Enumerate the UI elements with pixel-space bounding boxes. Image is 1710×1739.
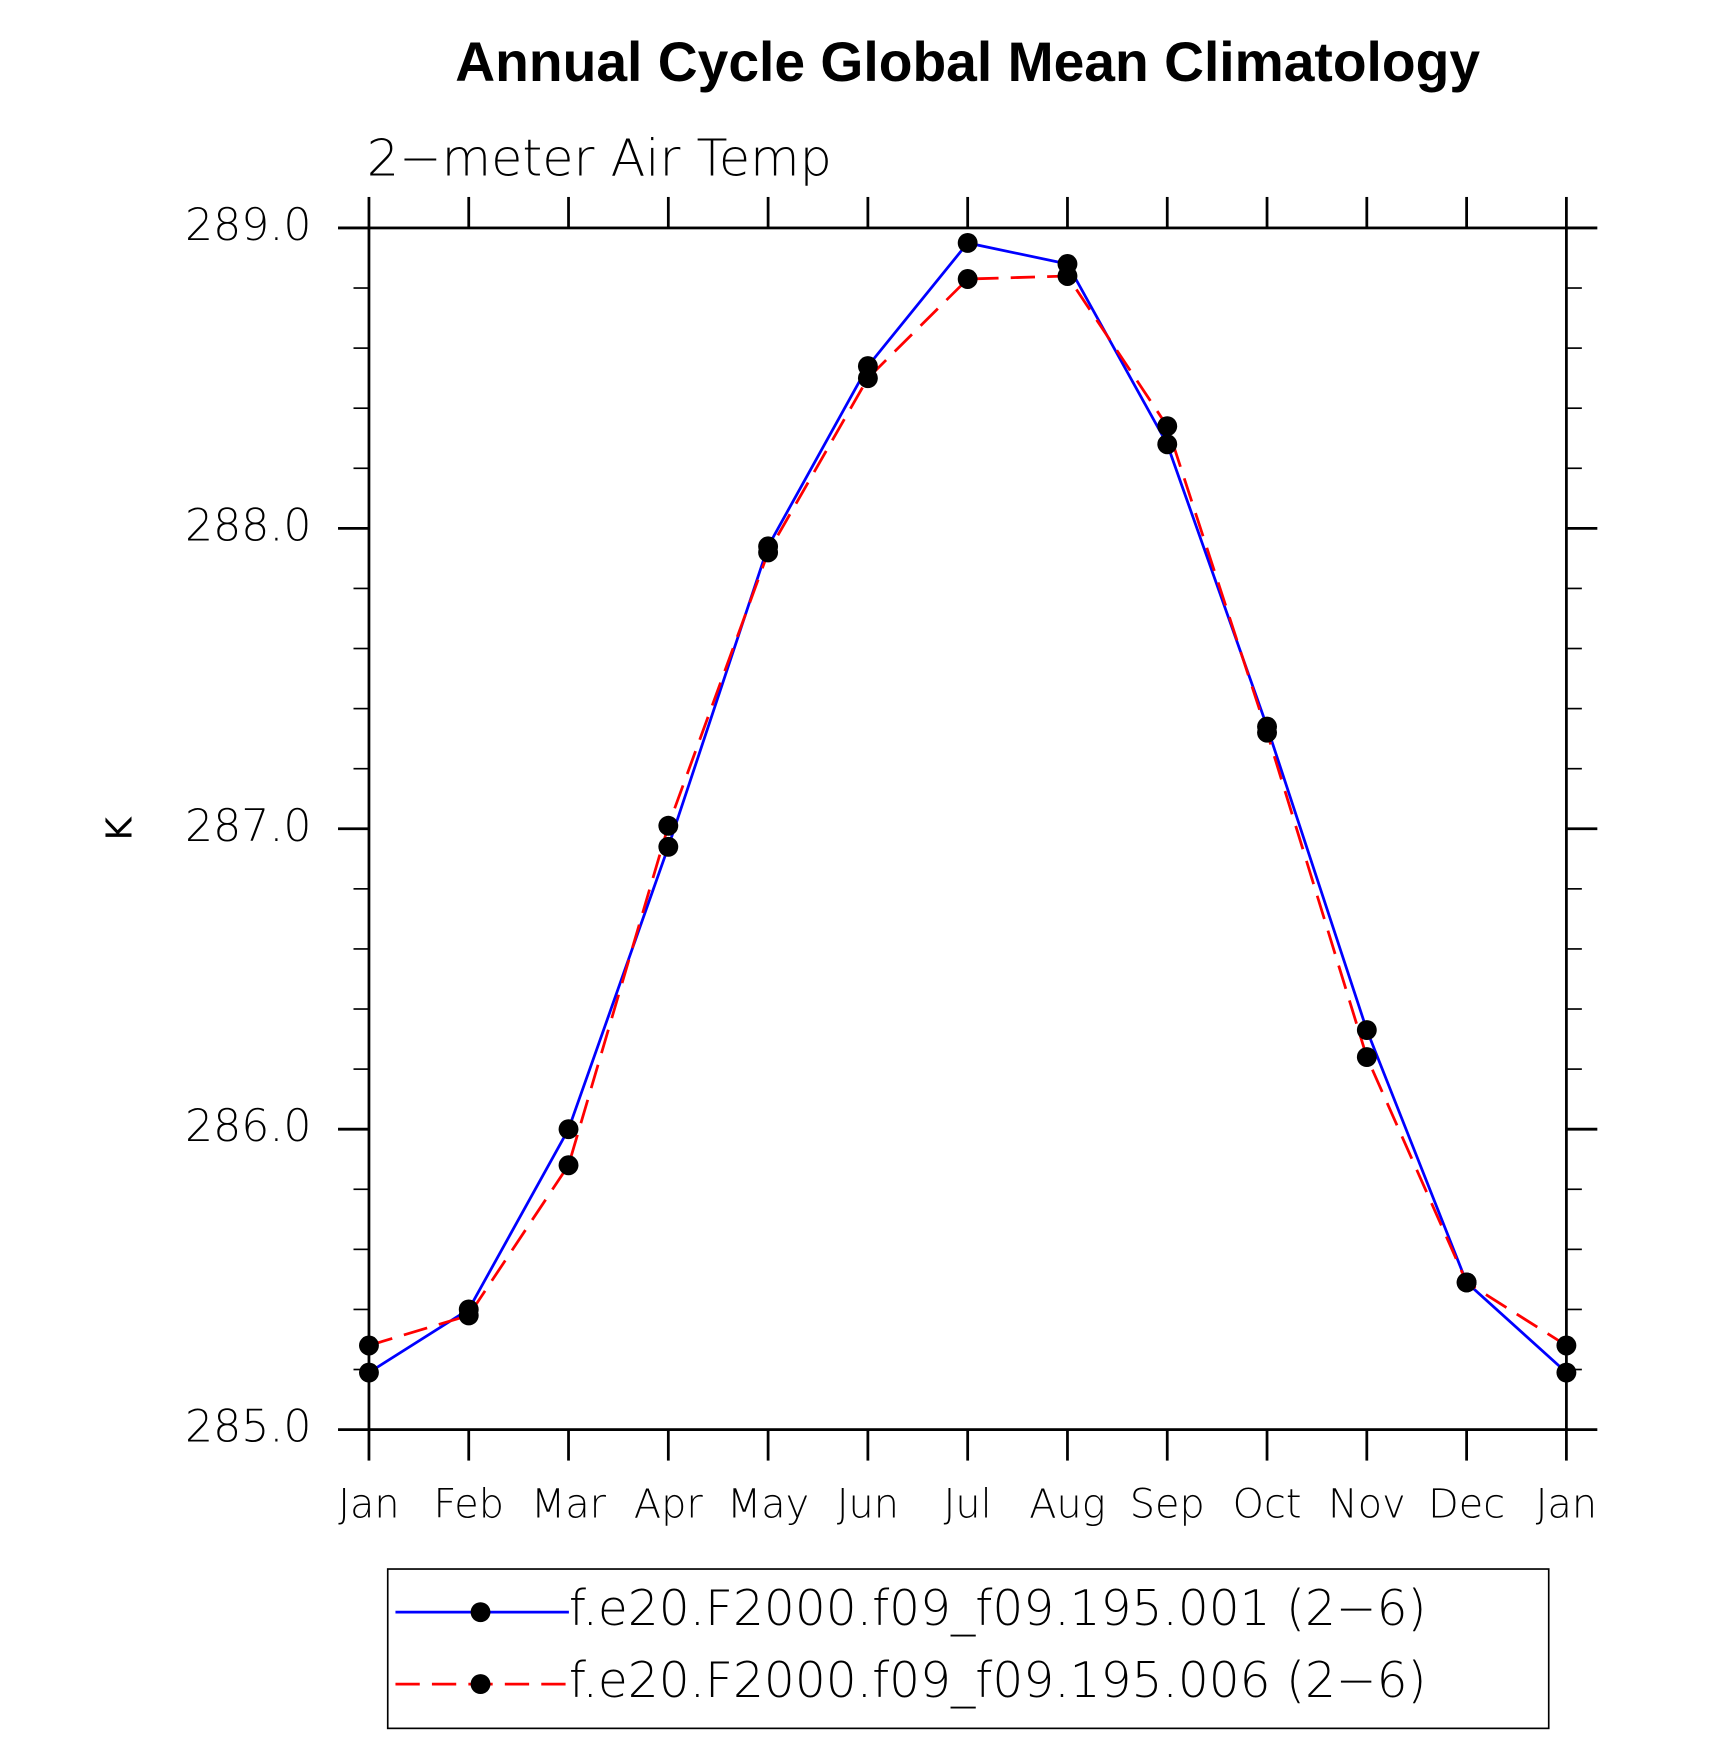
legend-label: f.e20.F2000.f09_f09.195.006 (2−6) bbox=[569, 1653, 1427, 1709]
x-tick-label: May bbox=[727, 1482, 809, 1528]
marker bbox=[1356, 1047, 1377, 1068]
chart-subtitle: 2−meter Air Temp bbox=[367, 129, 832, 188]
y-tick-label: 288.0 bbox=[185, 500, 311, 551]
marker bbox=[558, 1119, 579, 1140]
marker bbox=[1157, 416, 1178, 437]
marker bbox=[359, 1335, 379, 1356]
marker bbox=[1356, 1020, 1377, 1041]
x-tick-label: Jan bbox=[338, 1482, 399, 1528]
y-tick-label: 287.0 bbox=[185, 801, 311, 852]
x-tick-label: Mar bbox=[531, 1482, 607, 1528]
series-line bbox=[368, 274, 1568, 1347]
marker bbox=[957, 269, 978, 289]
marker bbox=[1257, 722, 1277, 743]
marker bbox=[359, 1362, 379, 1383]
x-tick-label: Jul bbox=[944, 1482, 992, 1528]
x-tick-label: Jun bbox=[837, 1482, 899, 1528]
x-tick-label: Apr bbox=[634, 1482, 703, 1528]
x-tick-label: Dec bbox=[1428, 1482, 1505, 1528]
marker bbox=[1157, 434, 1178, 455]
series-line bbox=[368, 241, 1568, 1374]
marker bbox=[1456, 1272, 1477, 1293]
y-tick-label: 286.0 bbox=[185, 1101, 311, 1152]
marker bbox=[1057, 266, 1078, 286]
x-tick-label: Jan bbox=[1536, 1482, 1597, 1528]
x-tick-label: Oct bbox=[1233, 1482, 1302, 1528]
marker bbox=[558, 1155, 579, 1176]
x-tick-label: Feb bbox=[434, 1482, 504, 1528]
marker bbox=[857, 368, 878, 389]
plot-frame bbox=[367, 226, 1568, 1431]
y-tick-label: 285.0 bbox=[185, 1402, 311, 1453]
x-tick-label: Sep bbox=[1130, 1482, 1205, 1528]
legend-box bbox=[386, 1568, 1550, 1730]
y-tick-label: 289.0 bbox=[185, 200, 311, 251]
x-tick-label: Aug bbox=[1029, 1482, 1105, 1528]
marker bbox=[458, 1305, 479, 1326]
marker bbox=[758, 542, 779, 563]
marker bbox=[658, 836, 679, 857]
chart-title: Annual Cycle Global Mean Climatology bbox=[455, 31, 1480, 93]
legend-marker bbox=[470, 1674, 491, 1695]
marker bbox=[658, 815, 679, 836]
marker bbox=[1556, 1335, 1577, 1356]
marker bbox=[957, 233, 978, 253]
x-tick-label: Nov bbox=[1328, 1482, 1406, 1528]
y-axis-label: K bbox=[100, 816, 141, 840]
marker bbox=[1556, 1362, 1577, 1383]
legend-label: f.e20.F2000.f09_f09.195.001 (2−6) bbox=[569, 1581, 1427, 1637]
legend-marker bbox=[470, 1602, 491, 1623]
